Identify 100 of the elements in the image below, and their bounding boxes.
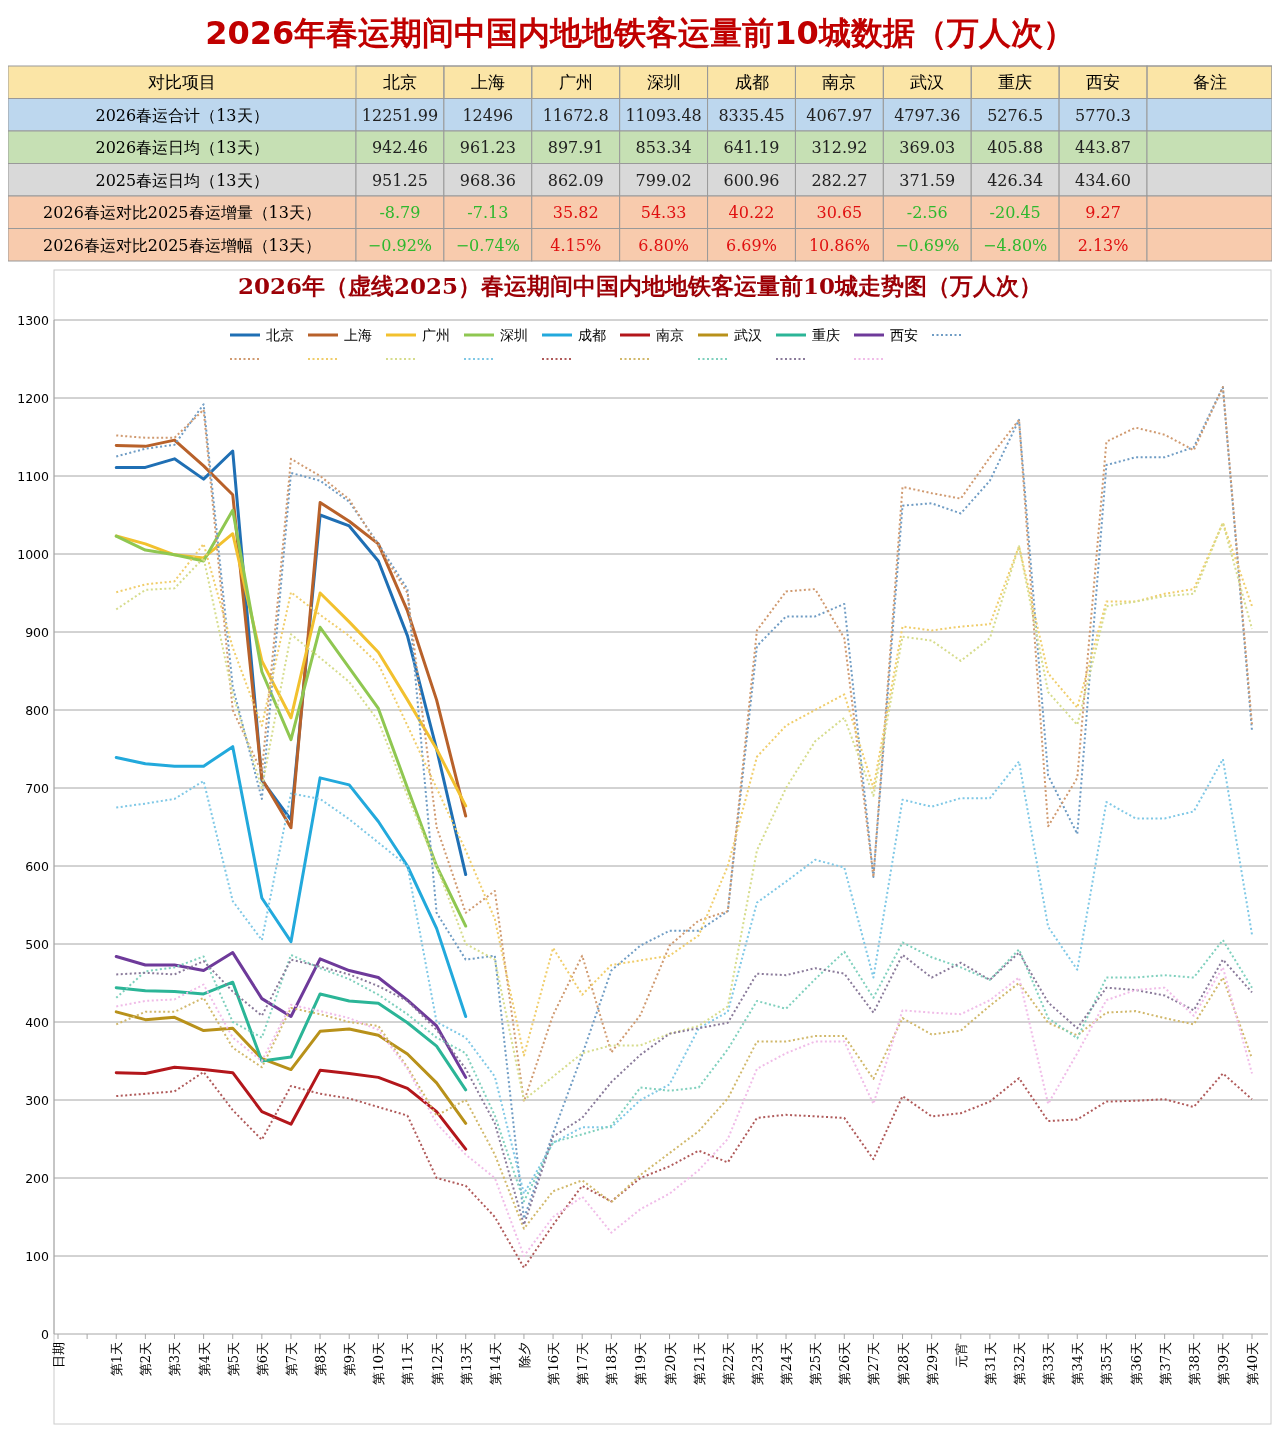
data-label: 951.25 xyxy=(371,170,428,190)
x-tick-label: 第22天 xyxy=(720,1342,736,1385)
y-tick-label: 2026春运日均（13天） xyxy=(95,138,269,158)
data-label: 312.92 xyxy=(811,138,868,158)
y-tick-label: 200 xyxy=(25,1171,50,1186)
x-tick-label: 上海 xyxy=(470,72,505,93)
x-tick-label: 第32天 xyxy=(1012,1342,1028,1385)
line-series xyxy=(114,980,468,1092)
data-label: 600.96 xyxy=(723,170,780,190)
legend-label: 南京 xyxy=(656,327,684,343)
data-label: 11093.48 xyxy=(625,105,702,125)
x-tick-label: 重庆 xyxy=(998,72,1033,93)
line-series xyxy=(114,951,468,1079)
data-label: 968.36 xyxy=(459,170,516,190)
x-tick-label: 第3天 xyxy=(167,1342,183,1377)
data-label: 4067.97 xyxy=(806,105,873,125)
line-series xyxy=(114,745,468,1019)
legend-label: 成都 xyxy=(578,327,606,343)
data-label: -20.45 xyxy=(989,203,1041,223)
data-label: −0.74% xyxy=(455,235,520,255)
x-tick-label: 第2天 xyxy=(138,1342,154,1377)
legend-label: 西安 xyxy=(890,327,918,343)
data-label: 405.88 xyxy=(987,138,1044,158)
y-tick-label: 900 xyxy=(25,625,50,640)
x-tick-label: 第7天 xyxy=(283,1342,299,1377)
x-tick-label: 第16天 xyxy=(546,1342,562,1385)
data-label: 4.15% xyxy=(550,235,602,255)
y-tick-label: 1000 xyxy=(17,547,50,562)
line-series xyxy=(114,508,468,928)
x-tick-label: 第25天 xyxy=(808,1342,824,1385)
y-tick-label: 300 xyxy=(25,1093,50,1108)
x-tick-label: 第27天 xyxy=(866,1342,882,1385)
data-label: 641.19 xyxy=(723,138,780,158)
line-series xyxy=(115,758,1253,1195)
data-label: 54.33 xyxy=(640,203,687,223)
y-tick-label: 2025春运日均（13天） xyxy=(95,170,269,190)
x-tick-label: 第28天 xyxy=(895,1342,911,1385)
y-tick-label: 600 xyxy=(25,859,50,874)
y-tick-label: 100 xyxy=(25,1249,50,1264)
x-tick-label: 第17天 xyxy=(575,1342,591,1385)
x-tick-label: 西安 xyxy=(1086,72,1121,93)
x-tick-label: 第4天 xyxy=(196,1342,212,1377)
x-tick-label: 第24天 xyxy=(779,1342,795,1385)
data-label: −0.92% xyxy=(367,235,433,255)
data-label: 4797.36 xyxy=(894,105,961,125)
x-tick-label: 第18天 xyxy=(604,1342,620,1385)
x-tick-label: 第36天 xyxy=(1128,1342,1144,1385)
x-tick-label: 成都 xyxy=(734,72,769,93)
x-tick-label: 第39天 xyxy=(1215,1342,1231,1385)
x-tick-label: 第26天 xyxy=(837,1342,853,1385)
x-tick-label: 南京 xyxy=(822,72,857,93)
x-tick-label: 第14天 xyxy=(487,1342,503,1385)
x-tick-label: 武汉 xyxy=(910,72,945,93)
y-tick-label: 800 xyxy=(25,703,50,718)
x-tick-label: 元宵 xyxy=(953,1342,969,1368)
data-label: 434.60 xyxy=(1075,170,1132,190)
line-series xyxy=(115,1070,1253,1269)
legend-label: 北京 xyxy=(266,327,294,343)
data-label: −0.69% xyxy=(895,235,960,255)
data-label: 40.22 xyxy=(728,203,775,223)
x-tick-label: 第10天 xyxy=(371,1342,387,1385)
x-tick-label: 第1天 xyxy=(109,1342,125,1377)
x-tick-label: 第31天 xyxy=(982,1342,998,1385)
x-tick-label: 第38天 xyxy=(1186,1342,1202,1385)
data-label: 426.34 xyxy=(987,170,1044,190)
y-tick-label: 1100 xyxy=(17,469,50,484)
x-tick-label: 第40天 xyxy=(1245,1342,1260,1385)
data-label: 282.27 xyxy=(811,170,868,190)
data-label: 853.34 xyxy=(635,138,692,158)
x-tick-label: 第12天 xyxy=(429,1342,445,1385)
data-label: 11672.8 xyxy=(542,105,609,125)
data-label: -8.79 xyxy=(379,203,421,223)
legend-label: 广州 xyxy=(422,327,450,343)
x-tick-label: 第33天 xyxy=(1041,1342,1057,1385)
y-tick-label: 0 xyxy=(41,1327,50,1342)
chart-title: 2026年（虚线2025）春运期间中国内地地铁客运量前10城走势图（万人次） xyxy=(237,272,1043,299)
x-tick-label: 第8天 xyxy=(313,1342,329,1377)
x-tick-label: 第20天 xyxy=(662,1342,678,1385)
data-label: -2.56 xyxy=(906,203,948,223)
x-tick-label: 第11天 xyxy=(400,1342,416,1385)
y-tick-label: 2026春运对比2025春运增幅（13天） xyxy=(43,235,321,255)
y-tick-label: 2026春运对比2025春运增量（13天） xyxy=(43,203,321,223)
y-axis-title: 对比项目 xyxy=(148,72,216,93)
data-label: −4.80% xyxy=(983,235,1048,255)
x-tick-label: 第21天 xyxy=(691,1342,707,1385)
line-series xyxy=(114,1065,468,1151)
x-tick-label: 第29天 xyxy=(924,1342,940,1385)
legend-label: 深圳 xyxy=(500,327,528,343)
data-label: 2.13% xyxy=(1077,235,1129,255)
y-tick-label: 400 xyxy=(25,1015,50,1030)
x-tick-label: 第37天 xyxy=(1157,1342,1173,1385)
x-tick-label: 深圳 xyxy=(646,72,681,93)
data-label: 30.65 xyxy=(816,203,863,223)
data-label: 35.82 xyxy=(552,203,599,223)
data-label: -7.13 xyxy=(467,203,509,223)
data-label: 862.09 xyxy=(547,170,604,190)
x-tick-label: 备注 xyxy=(1192,72,1227,93)
data-label: 9.27 xyxy=(1085,203,1121,223)
y-tick-label: 700 xyxy=(25,781,50,796)
data-label: 6.69% xyxy=(726,235,777,255)
